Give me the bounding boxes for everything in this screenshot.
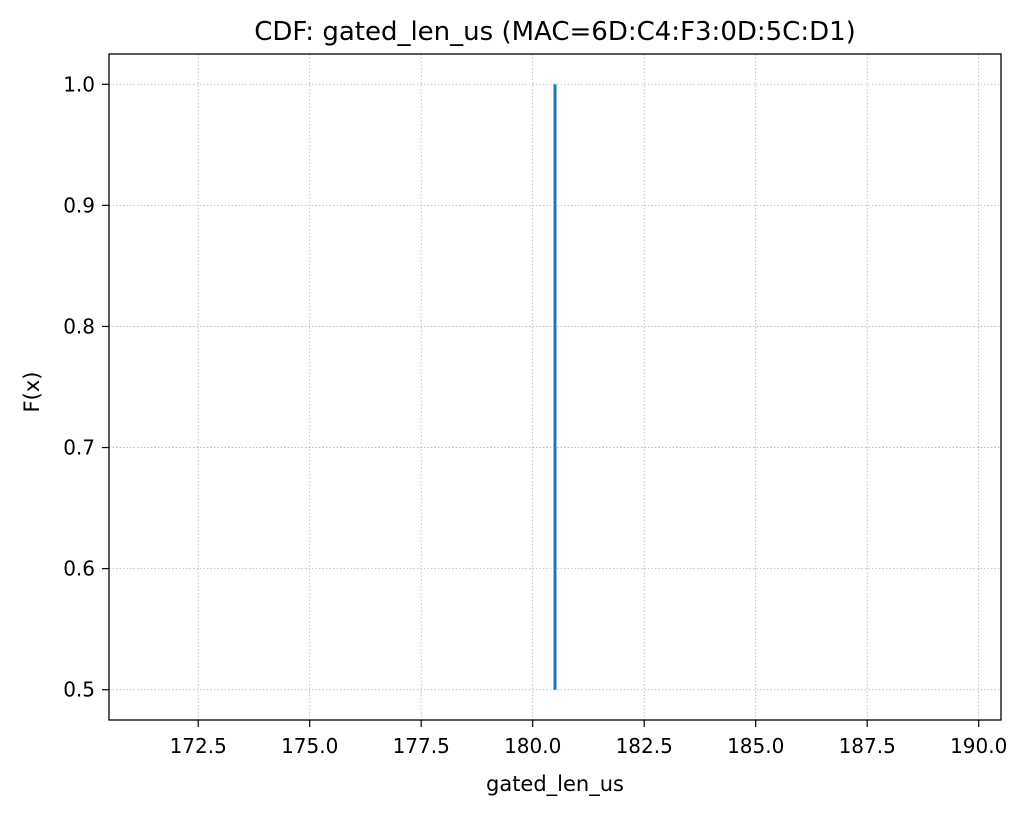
- x-tick-label: 177.5: [393, 734, 450, 758]
- plot-frame: [108, 53, 1002, 721]
- x-axis-label: gated_len_us: [486, 772, 624, 797]
- x-tick-label: 180.0: [504, 734, 561, 758]
- y-tick-label: 1.0: [63, 72, 95, 96]
- y-tick-label: 0.7: [63, 436, 95, 460]
- y-ticks: 0.5 0.6 0.7 0.8 0.9 1.0: [63, 72, 109, 702]
- x-tick-label: 182.5: [616, 734, 673, 758]
- y-axis-label: F(x): [20, 372, 44, 413]
- x-tick-label: 175.0: [281, 734, 338, 758]
- x-ticks: 172.5 175.0 177.5 180.0 182.5 185.0 187.5 190.0: [170, 720, 1007, 758]
- y-tick-label: 0.6: [63, 557, 95, 581]
- x-tick-label: 185.0: [727, 734, 784, 758]
- y-tick-label: 0.5: [63, 678, 95, 702]
- x-tick-label: 190.0: [950, 734, 1007, 758]
- x-tick-label: 187.5: [839, 734, 896, 758]
- x-tick-label: 172.5: [170, 734, 227, 758]
- y-tick-label: 0.9: [63, 193, 95, 217]
- chart-title: CDF: gated_len_us (MAC=6D:C4:F3:0D:5C:D1…: [254, 17, 856, 47]
- y-tick-label: 0.8: [63, 314, 95, 338]
